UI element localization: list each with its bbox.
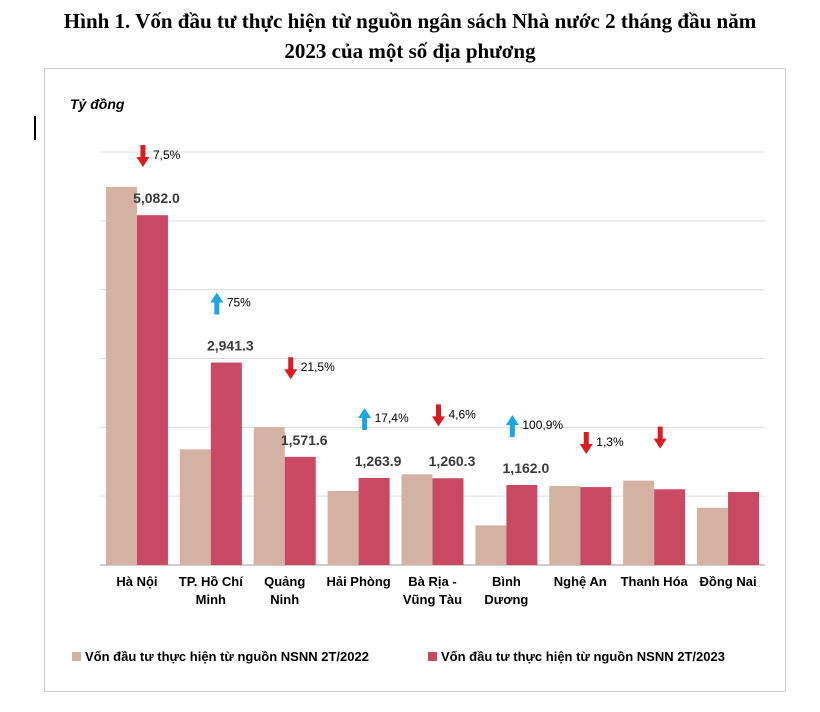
x-tick-label: Đồng Nai	[700, 574, 757, 589]
change-label: 17,4%	[375, 411, 409, 425]
legend-swatch	[428, 652, 437, 661]
arrow-shape	[505, 415, 519, 438]
bar-2022	[697, 507, 729, 565]
arrow-shape	[210, 292, 224, 315]
bar-2023	[728, 492, 760, 565]
change-label: 75%	[227, 296, 251, 310]
arrow-shape	[136, 145, 150, 167]
legend-swatch	[72, 652, 81, 661]
x-tick-label: Thanh Hóa	[621, 574, 689, 589]
bar-2022	[401, 474, 433, 565]
x-tick-label: Nghệ An	[554, 574, 607, 589]
x-tick-label: Dương	[484, 592, 528, 607]
bar-2022	[549, 486, 581, 565]
arrow-down-icon	[136, 145, 150, 167]
change-label: 7,5%	[153, 148, 181, 162]
legend-entry: Vốn đầu tư thực hiện từ nguồn NSNN 2T/20…	[441, 649, 725, 664]
x-tick-label: Bình	[492, 574, 521, 589]
chart-frame	[44, 68, 786, 692]
bar-2023	[358, 478, 390, 565]
chart-title-line-2: 2023 của một số địa phương	[284, 39, 536, 63]
x-tick-label: Ninh	[270, 592, 299, 607]
change-label: 100,9%	[522, 418, 563, 432]
data-labels: 5,082.0 2,941.3 1,571.6 1,263.9 1,260.3 1,162…	[133, 190, 549, 476]
arrow-shape	[653, 426, 667, 449]
x-tick-label: Hà Nội	[116, 574, 157, 589]
bar-2023	[654, 489, 686, 565]
x-tick-label: TP. Hồ Chí	[179, 574, 243, 589]
bar-2022	[105, 186, 137, 566]
arrow-down-icon	[284, 357, 298, 380]
data-label: 5,082.0	[133, 190, 180, 206]
arrow-up-icon	[358, 408, 372, 431]
y-axis-label: Tỷ đồng	[70, 96, 125, 112]
arrow-shape	[358, 408, 372, 431]
text-cursor	[34, 116, 36, 140]
change-label: 1,3%	[596, 435, 624, 449]
bar-2022	[327, 490, 359, 565]
change-label: 21,5%	[301, 360, 335, 374]
x-tick-label: Hải Phòng	[326, 574, 390, 589]
legend-entry: Vốn đầu tư thực hiện từ nguồn NSNN 2T/20…	[85, 649, 369, 664]
bar-2022	[475, 525, 507, 565]
arrow-down-icon	[579, 432, 593, 455]
bars	[105, 186, 760, 566]
data-label: 1,162.0	[503, 460, 550, 476]
bar-2023	[284, 456, 316, 565]
data-label: 1,260.3	[429, 453, 476, 469]
change-label: 4,6%	[449, 407, 477, 421]
data-label: 1,571.6	[281, 432, 328, 448]
arrow-down-icon	[432, 404, 445, 427]
x-axis: Hà Nội TP. Hồ Chí Minh Quảng Ninh Hải Phòng Bà…	[116, 574, 756, 607]
x-tick-label: Bà Rịa -	[408, 574, 456, 589]
bar-2022	[623, 480, 655, 565]
chart-title-line-1: Hình 1. Vốn đầu tư thực hiện từ nguồn ng…	[63, 9, 757, 33]
bar-2022	[179, 449, 211, 565]
chart-title: Hình 1. Vốn đầu tư thực hiện từ nguồn ng…	[10, 6, 810, 66]
arrow-down-icon	[653, 426, 667, 449]
arrow-shape	[579, 432, 593, 455]
data-label: 1,263.9	[355, 453, 402, 469]
bar-2022	[253, 427, 285, 565]
arrow-up-icon	[210, 292, 224, 315]
bar-2023	[580, 487, 612, 565]
bar-2023	[432, 478, 464, 565]
bar-2023	[136, 215, 168, 565]
change-annotations: 7,5% 75% 21,5% 17,4% 4,6% 100,9% 1,3%	[136, 145, 667, 455]
arrow-up-icon	[505, 415, 519, 438]
x-tick-label: Minh	[196, 592, 226, 607]
x-tick-label: Quảng	[264, 574, 305, 589]
arrow-shape	[284, 357, 298, 380]
x-tick-label: Vũng Tàu	[403, 592, 462, 607]
legend: Vốn đầu tư thực hiện từ nguồn NSNN 2T/20…	[72, 649, 725, 664]
bar-2023	[506, 485, 538, 565]
arrow-shape	[432, 404, 445, 427]
data-label: 2,941.3	[207, 338, 254, 354]
bar-2023	[210, 362, 242, 565]
